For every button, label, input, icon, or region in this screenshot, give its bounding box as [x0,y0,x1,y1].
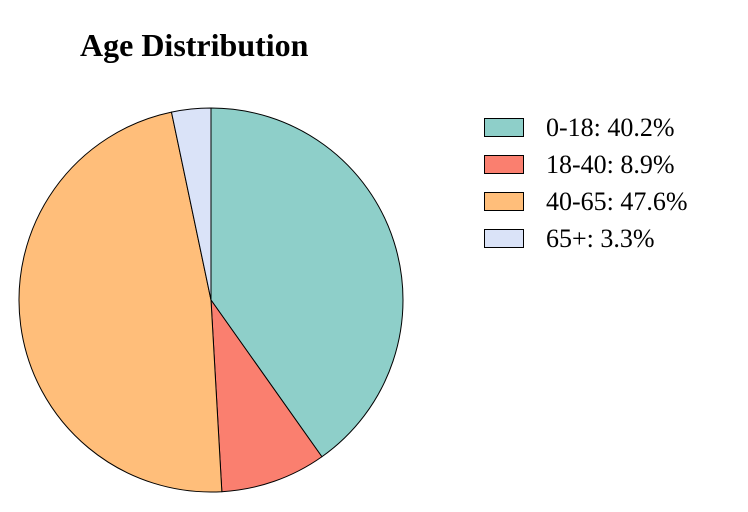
pie-slice-65+ [170,107,212,301]
chart-title: Age Distribution [80,27,309,63]
pie-slice-0-18 [210,107,404,458]
legend-item: 18-40: 8.9% [484,146,688,183]
legend-swatch [484,155,524,174]
legend-item: 0-18: 40.2% [484,109,688,146]
legend-swatch [484,118,524,137]
legend-label: 40-65: 47.6% [546,186,688,216]
legend: 0-18: 40.2% 18-40: 8.9% 40-65: 47.6% 65+: 3… [484,109,688,257]
legend-label: 0-18: 40.2% [546,112,675,142]
legend-label: 18-40: 8.9% [546,149,675,179]
legend-swatch [484,192,524,211]
pie-slice-18-40 [210,299,323,493]
legend-item: 65+: 3.3% [484,220,688,257]
legend-item: 40-65: 47.6% [484,183,688,220]
legend-swatch [484,229,524,248]
pie-slices [18,107,404,493]
legend-label: 65+: 3.3% [546,223,655,253]
pie-slice-40-65 [18,111,223,493]
